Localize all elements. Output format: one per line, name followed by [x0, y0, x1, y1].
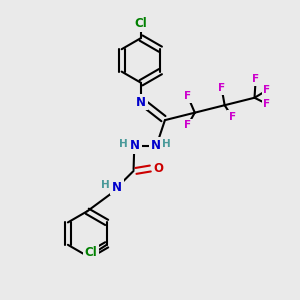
Text: Cl: Cl: [135, 17, 147, 30]
Text: H: H: [101, 180, 110, 190]
Text: N: N: [130, 139, 140, 152]
Text: N: N: [151, 139, 161, 152]
Text: N: N: [112, 181, 122, 194]
Text: F: F: [184, 120, 191, 130]
Text: H: H: [162, 139, 171, 149]
Text: F: F: [252, 74, 260, 84]
Text: F: F: [229, 112, 236, 122]
Text: O: O: [153, 162, 164, 175]
Text: H: H: [119, 139, 128, 149]
Text: F: F: [184, 91, 191, 101]
Text: Cl: Cl: [85, 246, 98, 259]
Text: F: F: [263, 99, 271, 109]
Text: F: F: [263, 85, 271, 95]
Text: F: F: [218, 83, 225, 93]
Text: N: N: [136, 96, 146, 109]
